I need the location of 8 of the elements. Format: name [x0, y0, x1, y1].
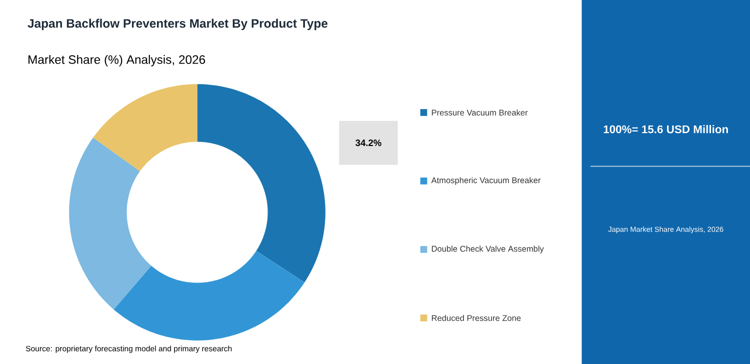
legend-label: Reduced Pressure Zone: [432, 314, 521, 322]
legend-label: Double Check Valve Assembly: [432, 246, 544, 254]
chart-title: Japan Backflow Preventers Market By Product Type: [28, 18, 328, 30]
legend-label: Atmospheric Vacuum Breaker: [431, 177, 541, 185]
text: 100%= 15.6 USD Million: [604, 125, 728, 134]
legend-label: Pressure Vacuum Breaker: [432, 109, 528, 116]
data-label: 34.2%: [356, 140, 382, 146]
chart-subtitle: Market Share (%) Analysis, 2026: [28, 55, 206, 66]
